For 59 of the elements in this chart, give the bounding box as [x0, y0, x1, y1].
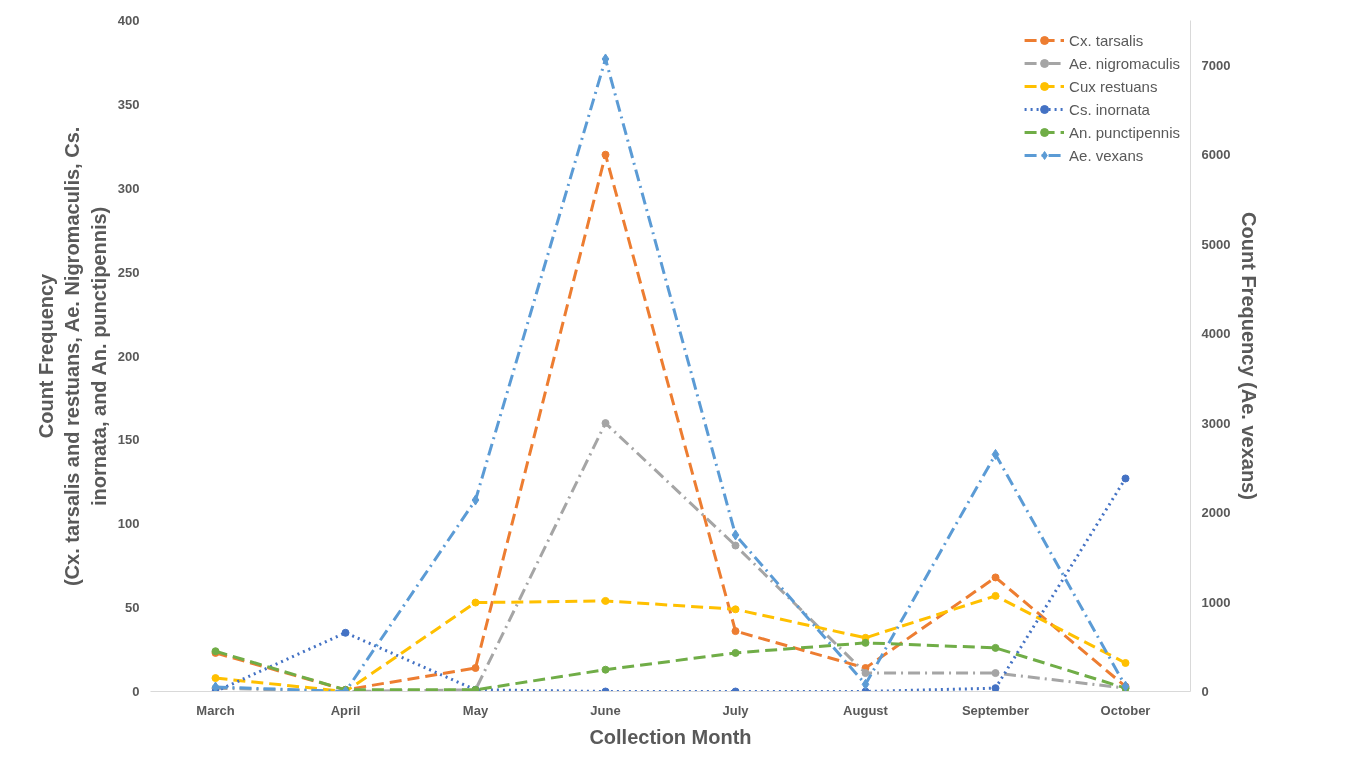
- y-tick-label: 250: [117, 264, 140, 280]
- point: [601, 150, 610, 159]
- y2-tick-label: 4000: [1201, 326, 1231, 342]
- x-tick-label: October: [1100, 702, 1151, 718]
- x-tick-label: May: [462, 702, 489, 718]
- point: [991, 591, 1000, 600]
- legend-label: Cx. tarsalis: [1069, 31, 1144, 49]
- x-tick-label: July: [722, 702, 750, 718]
- point: [601, 665, 610, 674]
- y-tick-label: 100: [117, 516, 140, 532]
- y2-tick-label: 0: [1201, 684, 1209, 699]
- point: [731, 605, 740, 614]
- point: [991, 643, 1000, 652]
- y2-tick-label: 2000: [1201, 505, 1231, 521]
- y-tick-label: 400: [117, 13, 140, 28]
- x-tick-label: June: [590, 702, 621, 718]
- y-axis-title: Count Frequency (Cx. tarsalis and restuans, Ae. Nigromaculis, Cs. inornata, and An. punctipennis): [35, 126, 110, 587]
- point: [471, 598, 480, 607]
- point: [991, 669, 1000, 678]
- x-tick-label: April: [330, 702, 361, 718]
- y-tick-label: 350: [117, 96, 140, 112]
- legend-label: Ae. nigromaculis: [1069, 54, 1180, 72]
- point: [601, 596, 610, 605]
- point: [991, 573, 1000, 582]
- point: [731, 627, 740, 636]
- y2-tick-label: 6000: [1201, 147, 1231, 163]
- y2-tick-label: 1000: [1201, 594, 1231, 610]
- y2-tick-label: 7000: [1201, 57, 1231, 73]
- point: [1121, 474, 1130, 483]
- legend-label: Cux restuans: [1069, 77, 1158, 95]
- point: [471, 664, 480, 673]
- point: [861, 638, 870, 647]
- point: [731, 648, 740, 657]
- y2-tick-label: 5000: [1201, 236, 1231, 252]
- point: [341, 628, 350, 637]
- point: [471, 494, 480, 506]
- point: [1121, 658, 1130, 667]
- point: [991, 684, 1000, 692]
- y2-tick-label: 3000: [1201, 415, 1231, 431]
- y-tick-label: 0: [132, 684, 140, 699]
- y-tick-label: 50: [125, 600, 140, 616]
- y2-axis-title: Count Frequency (Ae. vexans): [1238, 212, 1261, 500]
- point: [731, 541, 740, 550]
- y-tick-label: 300: [117, 180, 140, 196]
- x-tick-label: March: [196, 702, 235, 718]
- point: [861, 678, 870, 690]
- x-tick-label: September: [961, 702, 1030, 718]
- legend-label: Ae. vexans: [1069, 146, 1144, 164]
- x-tick-label: August: [843, 702, 889, 718]
- y-tick-label: 150: [117, 432, 140, 448]
- legend-label: Cs. inornata: [1069, 100, 1150, 118]
- point: [991, 448, 1000, 460]
- point: [211, 674, 220, 683]
- point: [731, 529, 740, 541]
- point: [861, 669, 870, 678]
- x-axis-title: Collection Month: [589, 725, 752, 748]
- y-tick-label: 200: [117, 348, 140, 364]
- point: [601, 419, 610, 428]
- legend-label: An. punctipennis: [1069, 123, 1180, 141]
